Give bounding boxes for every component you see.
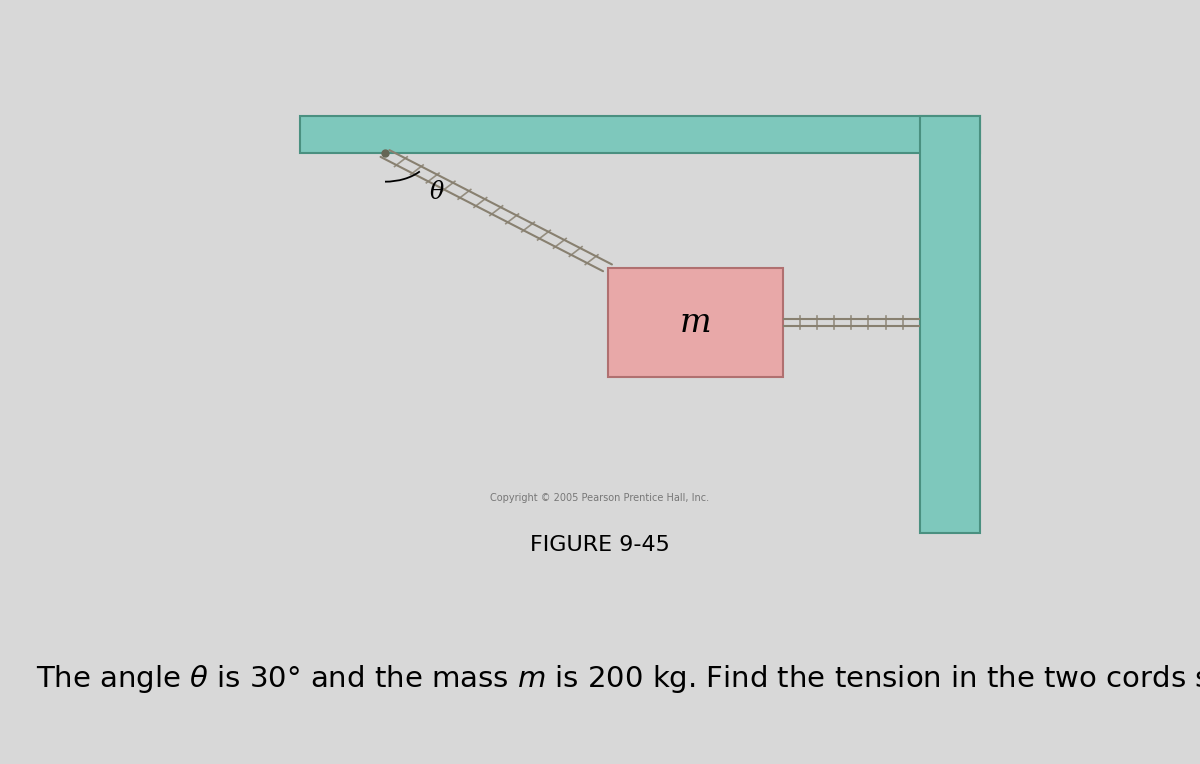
Bar [300, 116, 980, 154]
Text: FIGURE 9-45: FIGURE 9-45 [530, 535, 670, 555]
Text: The angle $\theta$ is 30° and the mass $m$ is 200 kg. Find the tension in the tw: The angle $\theta$ is 30° and the mass $… [36, 662, 1200, 694]
Text: θ: θ [430, 181, 444, 204]
Text: m: m [679, 306, 710, 338]
Text: Copyright © 2005 Pearson Prentice Hall, Inc.: Copyright © 2005 Pearson Prentice Hall, … [491, 493, 709, 503]
Bar [607, 268, 782, 377]
Bar [920, 116, 980, 533]
